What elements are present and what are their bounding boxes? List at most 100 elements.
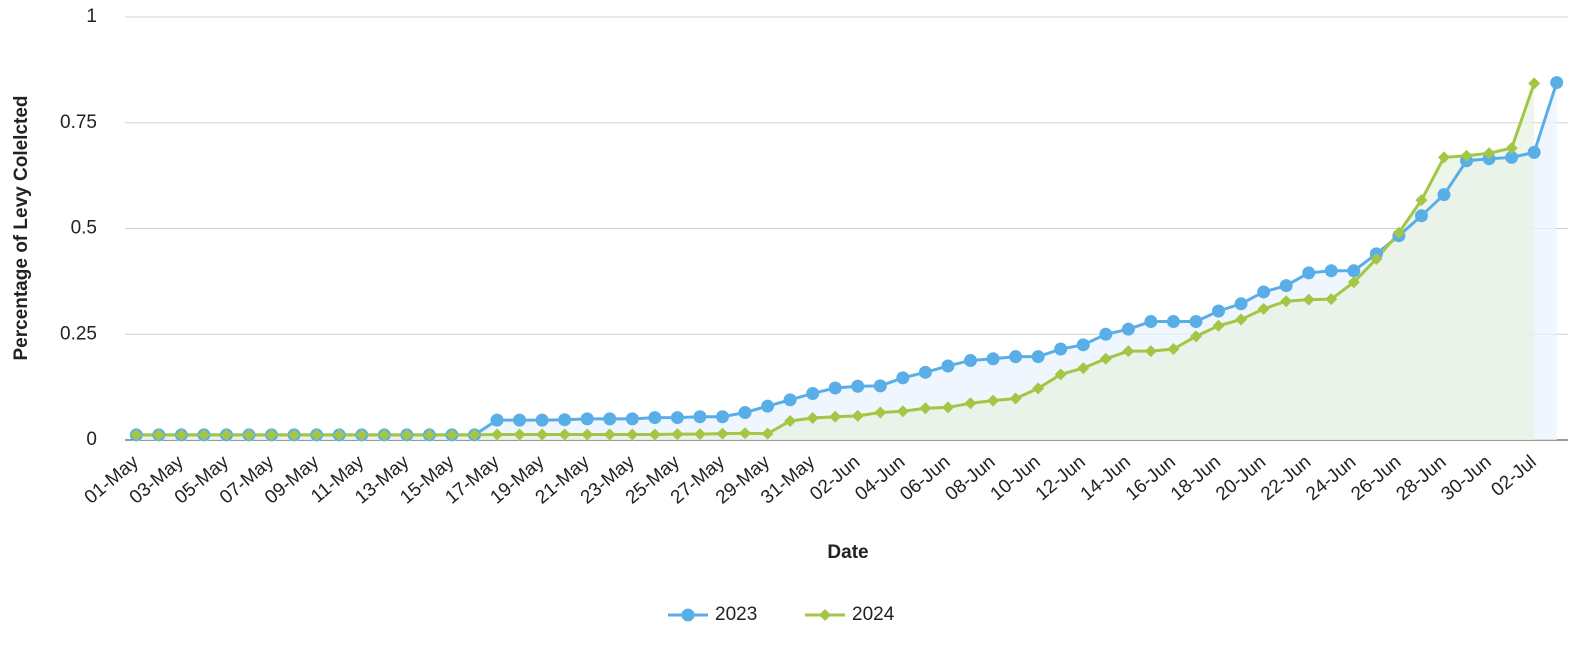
marker (1076, 338, 1090, 352)
marker (1189, 315, 1203, 329)
marker (310, 428, 323, 441)
marker (1415, 194, 1428, 207)
marker (1144, 345, 1157, 358)
marker (716, 427, 729, 440)
marker (1324, 264, 1338, 278)
y-tick-label: 0.5 (71, 218, 97, 239)
marker (1121, 322, 1135, 336)
x-tick-label: 10-Jun (987, 452, 1045, 505)
marker (648, 428, 661, 441)
x-tick-label: 16-Jun (1122, 452, 1180, 505)
x-tick-label: 18-Jun (1167, 452, 1225, 505)
marker (581, 428, 594, 441)
marker (558, 428, 571, 441)
marker (806, 412, 819, 425)
marker (829, 410, 842, 423)
marker (1550, 76, 1564, 90)
marker (1122, 345, 1135, 358)
marker (784, 414, 797, 427)
marker (987, 394, 1000, 407)
markers (129, 76, 1564, 442)
marker (1527, 145, 1541, 159)
y-tick-label: 1 (86, 6, 97, 27)
marker (941, 401, 954, 414)
marker (558, 413, 572, 427)
marker (1302, 293, 1315, 306)
marker (783, 393, 797, 407)
marker (197, 428, 210, 441)
marker (265, 428, 278, 441)
marker (1144, 315, 1158, 329)
marker (1099, 352, 1112, 365)
marker (1370, 252, 1383, 265)
marker (671, 428, 684, 441)
y-axis-title: Percentage of Levy Colelcted (11, 95, 32, 360)
marker (851, 409, 864, 422)
marker (1167, 343, 1180, 356)
x-tick-label: 06-Jun (896, 452, 954, 505)
marker (873, 379, 887, 393)
marker (220, 428, 233, 441)
marker (693, 428, 706, 441)
x-tick-label: 30-Jun (1438, 452, 1496, 505)
marker (1528, 77, 1541, 90)
marker (625, 412, 639, 426)
marker (761, 427, 774, 440)
x-tick-label: 08-Jun (941, 452, 999, 505)
marker (1234, 297, 1248, 311)
series-area (136, 83, 1535, 440)
marker (919, 402, 932, 415)
marker (1009, 350, 1023, 364)
marker (1325, 293, 1338, 306)
x-tick-label: 22-Jun (1257, 452, 1315, 505)
marker (603, 428, 616, 441)
marker (243, 428, 256, 441)
x-tick-label: 14-Jun (1077, 452, 1135, 505)
marker (513, 428, 526, 441)
x-tick-label: 02-Jun (806, 452, 864, 505)
marker (715, 410, 729, 424)
marker (1235, 313, 1248, 326)
marker (378, 428, 391, 441)
marker (1054, 368, 1067, 381)
marker (445, 428, 458, 441)
x-tick-label: 20-Jun (1212, 452, 1270, 505)
marker (1505, 142, 1518, 155)
marker (152, 428, 165, 441)
marker (851, 379, 865, 393)
marker (896, 405, 909, 418)
marker (941, 359, 955, 373)
marker (670, 411, 684, 425)
marker (1347, 264, 1361, 278)
marker (1031, 350, 1045, 364)
marker (626, 428, 639, 441)
marker (1077, 362, 1090, 375)
marker (1505, 150, 1519, 164)
marker (536, 428, 549, 441)
marker (964, 397, 977, 410)
marker (1166, 315, 1180, 329)
marker (355, 428, 368, 441)
marker (1280, 295, 1293, 308)
marker (828, 381, 842, 395)
marker (468, 428, 481, 441)
marker (806, 386, 820, 400)
marker (423, 428, 436, 441)
marker (175, 428, 188, 441)
y-tick-label: 0.25 (60, 323, 97, 344)
x-axis-title: Date (827, 542, 868, 563)
marker (1032, 382, 1045, 395)
marker (1257, 302, 1270, 315)
legend-marker (681, 608, 695, 622)
marker (761, 399, 775, 413)
y-tick-label: 0.75 (60, 112, 97, 133)
areas (136, 82, 1557, 440)
marker (986, 352, 1000, 366)
marker (964, 353, 978, 367)
marker (648, 411, 662, 425)
marker (1212, 304, 1226, 318)
x-tick-label: 12-Jun (1032, 452, 1090, 505)
marker (1212, 319, 1225, 332)
